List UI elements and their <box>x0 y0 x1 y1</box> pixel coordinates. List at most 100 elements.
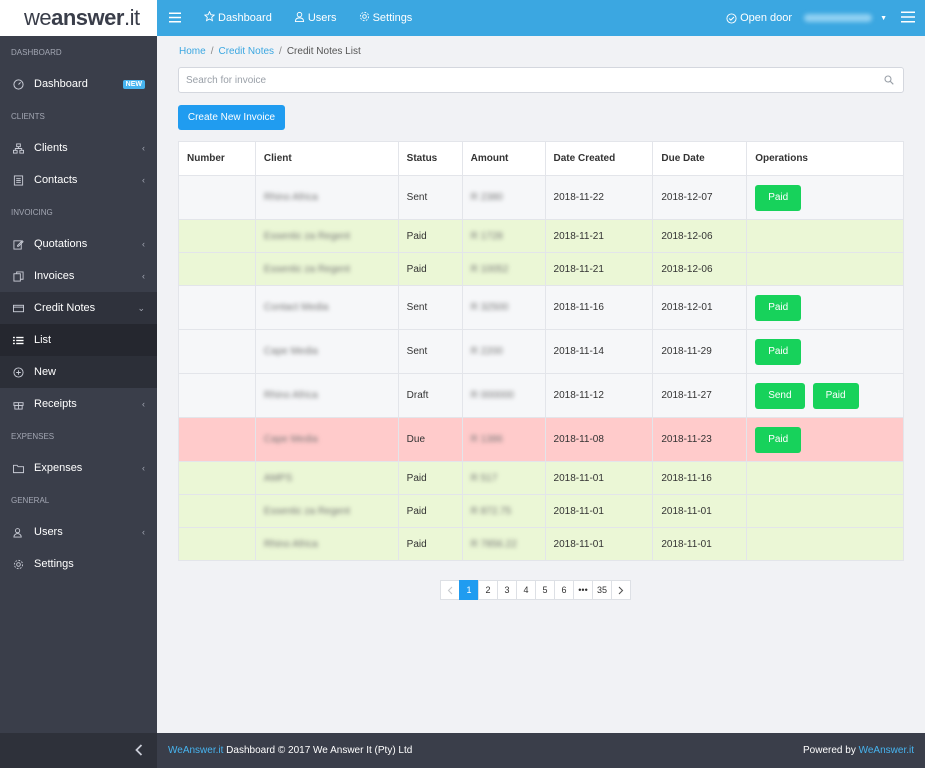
cell-amount: R 000000 <box>461 373 546 418</box>
table-row[interactable]: Rhino Africa Paid R 7856.22 2018-11-01 2… <box>178 527 904 561</box>
cell-number <box>178 329 256 374</box>
star-icon <box>203 10 216 25</box>
pagination-page[interactable]: 4 <box>516 580 536 600</box>
header-client[interactable]: Client <box>254 141 399 176</box>
user-name[interactable] <box>804 14 873 22</box>
table-row[interactable]: Cape Media Due R 1386 2018-11-08 2018-11… <box>178 417 904 462</box>
pagination-page[interactable]: 5 <box>535 580 555 600</box>
sidebar-item-invoices[interactable]: Invoices ‹ <box>0 260 157 292</box>
pagination-page[interactable]: 2 <box>478 580 498 600</box>
header-number[interactable]: Number <box>178 141 256 176</box>
breadcrumb-credit-notes[interactable]: Credit Notes <box>218 46 275 57</box>
cell-status: Sent <box>397 285 463 330</box>
list-icon <box>12 334 24 346</box>
cell-status: Sent <box>397 329 463 374</box>
table-row[interactable]: Contact Media Sent R 32500 2018-11-16 20… <box>178 285 904 330</box>
sidebar-item-receipts[interactable]: Receipts ‹ <box>0 388 157 420</box>
sidebar-item-dashboard[interactable]: Dashboard NEW <box>0 68 157 100</box>
footer-brand-link[interactable]: WeAnswer.it <box>168 745 224 756</box>
header-amount[interactable]: Amount <box>461 141 546 176</box>
breadcrumb-separator: / <box>279 46 282 57</box>
logo-we: we <box>24 5 52 30</box>
table-row[interactable]: Rhino Africa Sent R 2380 2018-11-22 2018… <box>178 175 904 220</box>
cell-client: AMPS <box>254 461 399 495</box>
paid-button[interactable]: Paid <box>755 426 802 453</box>
search-icon[interactable] <box>884 75 894 85</box>
footer-powered-prefix: Powered by <box>803 745 859 756</box>
sidebar-item-contacts[interactable]: Contacts ‹ <box>0 164 157 196</box>
cell-number <box>178 219 256 253</box>
sidebar-item-clients[interactable]: Clients ‹ <box>0 132 157 164</box>
sidebar-item-settings[interactable]: Settings <box>0 548 157 580</box>
search-input[interactable] <box>179 74 884 86</box>
client-name: Essentic za Regent <box>263 505 351 517</box>
users-icon <box>12 526 24 538</box>
cell-status: Draft <box>397 373 463 418</box>
footer-powered-link[interactable]: WeAnswer.it <box>858 745 914 756</box>
pagination-page[interactable]: 35 <box>592 580 612 600</box>
cell-status: Paid <box>397 461 463 495</box>
pagination-ellipsis[interactable]: ••• <box>573 580 593 600</box>
sidebar-item-credit-notes[interactable]: Credit Notes ⌄ <box>0 292 157 324</box>
cell-amount: R 872.75 <box>461 494 546 528</box>
paid-button[interactable]: Paid <box>755 294 802 321</box>
table-row[interactable]: AMPS Paid R 517 2018-11-01 2018-11-16 <box>178 461 904 495</box>
sidebar-item-label: Receipts <box>34 398 77 410</box>
table-row[interactable]: Rhino Africa Draft R 000000 2018-11-12 2… <box>178 373 904 418</box>
client-name: Rhino Africa <box>263 538 318 550</box>
cell-amount: R 7856.22 <box>461 527 546 561</box>
topbar: Dashboard Users Settings Open door ▼ <box>157 0 925 36</box>
header-status[interactable]: Status <box>397 141 463 176</box>
sidebar-item-label: Dashboard <box>34 78 88 90</box>
caret-down-icon[interactable]: ▼ <box>880 14 887 22</box>
cell-operations <box>746 527 904 561</box>
sidebar-item-credit-notes-new[interactable]: New <box>0 356 157 388</box>
sidebar-collapse-button[interactable] <box>0 733 157 768</box>
sidebar-item-label: Contacts <box>34 174 78 186</box>
cell-client: Essentic za Regent <box>254 494 399 528</box>
pagination-page[interactable]: 1 <box>459 580 479 600</box>
cell-amount: R 1386 <box>461 417 546 462</box>
sidebar-item-credit-notes-list[interactable]: List <box>0 324 157 356</box>
credit-card-icon <box>12 302 24 314</box>
header-due-date[interactable]: Due Date <box>652 141 748 176</box>
send-button[interactable]: Send <box>755 382 805 409</box>
menu-toggle-icon[interactable] <box>169 10 183 26</box>
cell-client: Rhino Africa <box>254 373 399 418</box>
top-nav-users[interactable]: Users <box>294 11 337 25</box>
section-general: GENERAL <box>11 495 50 505</box>
footer-text: Dashboard © 2017 We Answer It (Pty) Ltd <box>223 745 413 756</box>
folder-icon <box>12 462 24 474</box>
table-row[interactable]: Essentic za Regent Paid R 872.75 2018-11… <box>178 494 904 528</box>
sidebar-item-expenses[interactable]: Expenses ‹ <box>0 452 157 484</box>
header-date-created[interactable]: Date Created <box>544 141 654 176</box>
address-book-icon <box>12 174 24 186</box>
paid-button[interactable]: Paid <box>755 184 802 211</box>
pagination-prev-button[interactable] <box>440 580 460 600</box>
open-door-button[interactable]: Open door <box>726 12 792 24</box>
cell-amount: R 517 <box>461 461 546 495</box>
table-row[interactable]: Essentic za Regent Paid R 10052 2018-11-… <box>178 252 904 286</box>
logo[interactable]: we answer .it <box>0 0 157 36</box>
sidebar: we answer .it DASHBOARD Dashboard NEW CLIE… <box>0 0 157 768</box>
pagination-next-button[interactable] <box>611 580 631 600</box>
breadcrumb-home[interactable]: Home <box>179 46 206 57</box>
paid-button[interactable]: Paid <box>755 338 802 365</box>
users-icon <box>294 11 305 25</box>
sidebar-item-users[interactable]: Users ‹ <box>0 516 157 548</box>
cell-date-created: 2018-11-22 <box>544 175 654 220</box>
pagination-page[interactable]: 3 <box>497 580 517 600</box>
cell-date-created: 2018-11-21 <box>544 252 654 286</box>
hamburger-icon[interactable] <box>901 10 915 27</box>
cell-due-date: 2018-11-27 <box>652 373 748 418</box>
top-nav-dashboard[interactable]: Dashboard <box>203 10 272 25</box>
create-invoice-button[interactable]: Create New Invoice <box>178 105 285 130</box>
pagination-page[interactable]: 6 <box>554 580 574 600</box>
table-row[interactable]: Essentic za Regent Paid R 1728 2018-11-2… <box>178 219 904 253</box>
chevron-left-icon: ‹ <box>142 239 145 249</box>
table-row[interactable]: Cape Media Sent R 2200 2018-11-14 2018-1… <box>178 329 904 374</box>
cell-date-created: 2018-11-01 <box>544 494 654 528</box>
top-nav-settings[interactable]: Settings <box>359 11 412 25</box>
sidebar-item-quotations[interactable]: Quotations ‹ <box>0 228 157 260</box>
paid-button[interactable]: Paid <box>812 382 859 409</box>
